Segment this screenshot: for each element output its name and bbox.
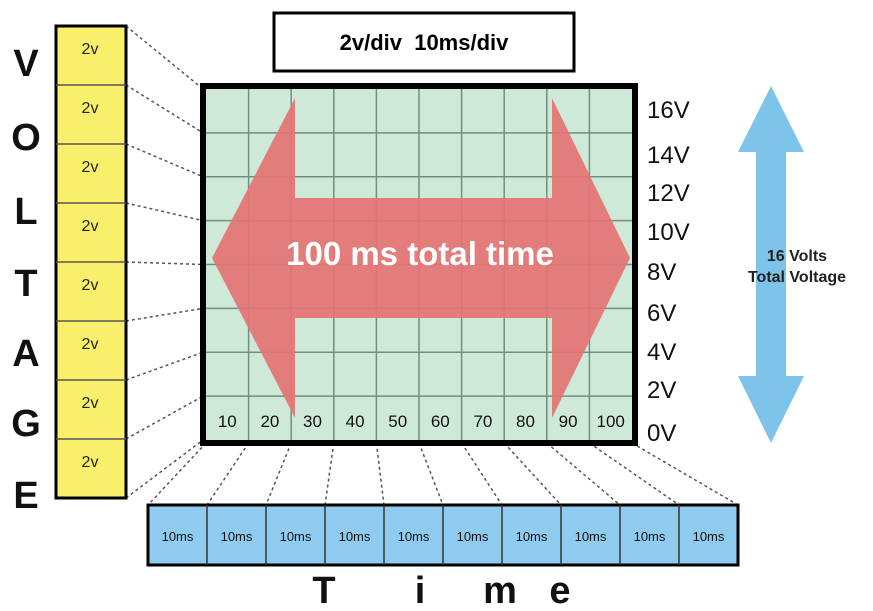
time-tick-label: 10: [218, 412, 237, 431]
voltage-cell-label: 2v: [82, 395, 99, 412]
time-tick-label: 90: [559, 412, 578, 431]
time-leader-line: [588, 442, 680, 506]
time-tick-label: 20: [260, 412, 279, 431]
voltage-tick-labels: 16V 14V 12V 10V 8V 6V 4V 2V 0V: [647, 97, 690, 447]
time-leader-line: [546, 442, 621, 506]
time-leader-line: [324, 442, 335, 506]
total-time-label: 100 ms total time: [286, 235, 554, 272]
voltage-cell-label: 2v: [82, 336, 99, 353]
voltage-leader-line: [125, 202, 204, 222]
time-cell-label: 10ms: [280, 529, 312, 544]
voltage-letter: G: [11, 403, 41, 445]
voltage-tick-label: 2V: [647, 377, 676, 404]
time-cell-label: 10ms: [575, 529, 607, 544]
time-tick-label: 70: [473, 412, 492, 431]
voltage-leader-line: [125, 84, 204, 134]
time-cell-label: 10ms: [634, 529, 666, 544]
voltage-letter: L: [14, 191, 37, 233]
time-tick-label: 40: [346, 412, 365, 431]
time-cell-label: 10ms: [339, 529, 371, 544]
time-cell-label: 10ms: [162, 529, 194, 544]
total-voltage-label-line2: Total Voltage: [748, 269, 846, 286]
time-tick-label: 100: [597, 412, 625, 431]
voltage-leader-line: [125, 351, 204, 381]
voltage-tick-label: 12V: [647, 180, 690, 207]
voltage-letter: V: [13, 43, 39, 85]
time-leader-line: [375, 442, 385, 506]
time-tick-label: 80: [516, 412, 535, 431]
time-leader-line: [460, 442, 503, 506]
voltage-tick-label: 0V: [647, 420, 676, 447]
total-voltage-arrow: [738, 86, 804, 443]
voltage-division-column: 2v 2v 2v 2v 2v 2v 2v 2v: [54, 24, 128, 500]
time-cell-label: 10ms: [457, 529, 489, 544]
voltage-tick-label: 8V: [647, 259, 676, 286]
scale-header-label: 2v/div 10ms/div: [340, 30, 510, 55]
voltage-tick-label: 16V: [647, 97, 690, 124]
time-tick-label: 60: [431, 412, 450, 431]
voltage-leader-line: [125, 395, 204, 440]
time-letter: e: [549, 570, 570, 611]
voltage-letter: A: [12, 333, 39, 375]
voltage-cell-label: 2v: [82, 218, 99, 235]
time-cell-label: 10ms: [221, 529, 253, 544]
voltage-cell-label: 2v: [82, 277, 99, 294]
grid-border: [200, 83, 638, 446]
time-letter: T: [312, 570, 335, 611]
time-letter: m: [483, 570, 517, 611]
voltage-leader-line: [125, 261, 204, 266]
total-time-arrow: [212, 98, 630, 418]
time-tick-label: 50: [388, 412, 407, 431]
total-voltage-label-line1: 16 Volts: [767, 248, 827, 265]
voltage-letter: O: [11, 117, 41, 159]
leader-lines: [125, 25, 739, 506]
time-leader-line: [147, 442, 207, 506]
voltage-tick-label: 4V: [647, 339, 676, 366]
time-cell-label: 10ms: [693, 529, 725, 544]
voltage-letter: T: [14, 263, 37, 305]
voltage-tick-label: 6V: [647, 300, 676, 327]
voltage-cell-label: 2v: [82, 454, 99, 471]
time-division-row: 10ms 10ms 10ms 10ms 10ms 10ms 10ms 10ms 10ms 10ms: [146, 503, 740, 567]
voltage-leader-line: [125, 143, 204, 178]
time-letter: i: [415, 570, 426, 611]
voltage-tick-label: 10V: [647, 219, 690, 246]
voltage-cell-label: 2v: [82, 100, 99, 117]
voltage-leader-line: [125, 25, 204, 90]
scale-header-box: [272, 11, 576, 73]
time-leader-line: [418, 442, 444, 506]
voltage-cell-label: 2v: [82, 159, 99, 176]
time-cell-label: 10ms: [516, 529, 548, 544]
time-leader-line: [265, 442, 292, 506]
time-leader-line: [503, 442, 562, 506]
time-tick-labels: 10 20 30 40 50 60 70 80 90 100: [218, 412, 625, 431]
voltage-cell-label: 2v: [82, 41, 99, 58]
voltage-letter: E: [13, 475, 38, 517]
voltage-leader-line: [125, 439, 204, 499]
time-tick-label: 30: [303, 412, 322, 431]
voltage-tick-label: 14V: [647, 142, 690, 169]
time-leader-line: [631, 442, 739, 506]
time-cell-label: 10ms: [398, 529, 430, 544]
voltage-leader-line: [125, 307, 204, 322]
time-leader-line: [206, 442, 250, 506]
